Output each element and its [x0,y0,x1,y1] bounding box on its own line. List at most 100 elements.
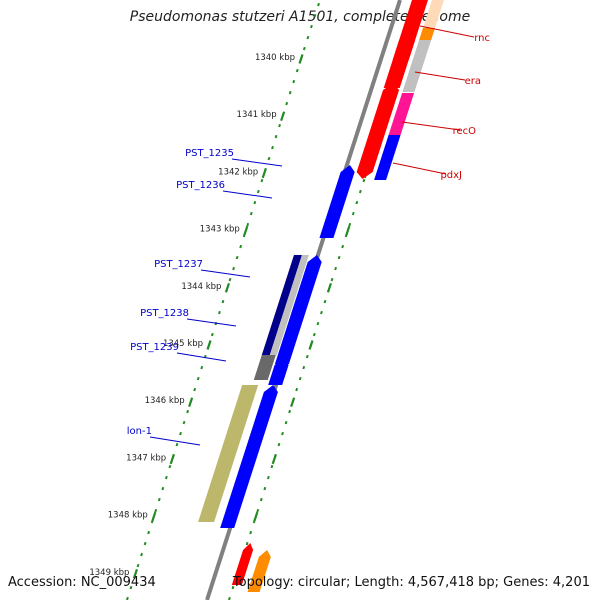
ruler-minor-tick [228,277,232,282]
ruler-minor-tick [362,178,366,183]
ruler-minor-tick [182,420,186,425]
gene-block-blue [374,135,401,180]
label-leader-line [222,190,273,199]
gene-label: PST_1239 [130,342,179,353]
ruler-label: 1347 kbp [126,453,166,463]
ruler-minor-tick [259,497,263,502]
ruler-minor-tick [154,508,158,513]
ruler-minor-tick [288,90,292,95]
label-leader-line [186,318,237,327]
gene-label: PST_1237 [154,259,203,270]
ruler-minor-tick [278,123,282,128]
ruler-minor-tick [164,475,168,480]
ruler-minor-tick [317,2,320,7]
gene-block-navy [261,255,302,355]
ruler-minor-tick [140,552,144,557]
ruler-minor-tick [245,541,249,546]
gene-block-red [356,130,387,179]
ruler-minor-tick [298,376,302,381]
ruler-label: 1346 kbp [145,396,185,406]
ruler-minor-tick [249,530,253,535]
ruler-minor-tick [143,541,147,546]
ruler-minor-tick [302,46,306,51]
ruler-major-tick [261,168,267,179]
ruler-minor-tick [295,68,299,73]
ruler-minor-tick [231,585,235,590]
ruler-minor-tick [157,497,161,502]
gene-label: PST_1238 [140,308,189,319]
ruler-minor-tick [281,431,284,436]
ruler-label: 1342 kbp [218,167,258,177]
ruler-minor-tick [256,189,260,194]
ruler-minor-tick [310,24,313,29]
ruler-minor-tick [200,365,204,370]
gene-block-darkgray [253,355,276,380]
label-leader-line [176,352,227,362]
label-leader-line [419,25,475,38]
ruler-label: 1341 kbp [237,110,277,120]
gene-block-blue [274,311,304,364]
ruler-minor-tick [256,508,260,513]
ruler-major-tick-outer [253,511,259,522]
ruler-minor-tick [221,299,225,304]
ruler-minor-tick [193,387,197,392]
ruler-minor-tick [161,486,165,491]
ruler-minor-tick [136,563,140,568]
gene-block-red [383,33,416,88]
gene-block-gray [269,255,309,355]
ruler-minor-tick [288,409,292,414]
ruler-major-tick [206,340,212,350]
ruler-minor-tick [168,464,172,469]
ruler-minor-tick [330,277,334,282]
gene-block-khaki [198,385,259,522]
ruler-minor-tick [295,387,299,392]
gene-block-gray [402,40,432,92]
ruler-minor-tick [351,211,355,216]
gene-label: era [465,76,481,87]
ruler-minor-tick [270,464,274,469]
label-leader-line [414,71,466,81]
gene-block-orange [419,28,435,40]
gene-block-blue [289,255,322,318]
label-leader-line [149,436,201,446]
ruler-minor-tick [358,189,362,194]
gene-block-blue [220,385,278,528]
ruler-major-tick [280,111,286,122]
ruler-minor-tick [196,376,200,381]
ruler-minor-tick [323,299,327,304]
ruler-label: 1348 kbp [108,511,148,521]
label-leader-line [231,158,283,167]
ruler-minor-tick [260,178,264,183]
ruler-major-tick [224,282,230,293]
ruler-major-tick [169,454,175,465]
ruler-minor-tick [341,244,345,249]
ruler-minor-tick [285,101,289,106]
gene-block-blue [268,358,289,385]
ruler-minor-tick [253,200,257,205]
ruler-minor-tick [210,332,214,337]
ruler-minor-tick [232,266,236,271]
ruler-major-tick [151,511,157,522]
gene-block-orange [247,550,271,592]
ruler-minor-tick [267,156,271,161]
label-leader-line [200,269,251,278]
ruler-minor-tick [277,442,281,447]
ruler-minor-tick [249,211,253,216]
ruler-minor-tick [147,530,151,535]
ruler-major-tick [298,54,304,64]
ruler-minor-tick [337,255,341,260]
ruler-minor-tick [186,409,190,414]
gene-block-magenta [388,93,415,135]
gene-block-blue [319,165,355,238]
ruler-major-tick [188,397,194,408]
label-leader-line [401,121,461,131]
ruler-minor-tick [306,35,310,40]
ruler-minor-tick [246,222,250,227]
ruler-major-tick-outer [308,340,314,350]
ruler-minor-tick [355,200,359,205]
ruler-minor-tick [274,134,278,139]
accession-text: Accession: NC_009434 [8,575,156,590]
gene-label: PST_1235 [185,148,234,159]
ruler-minor-tick [263,486,267,491]
